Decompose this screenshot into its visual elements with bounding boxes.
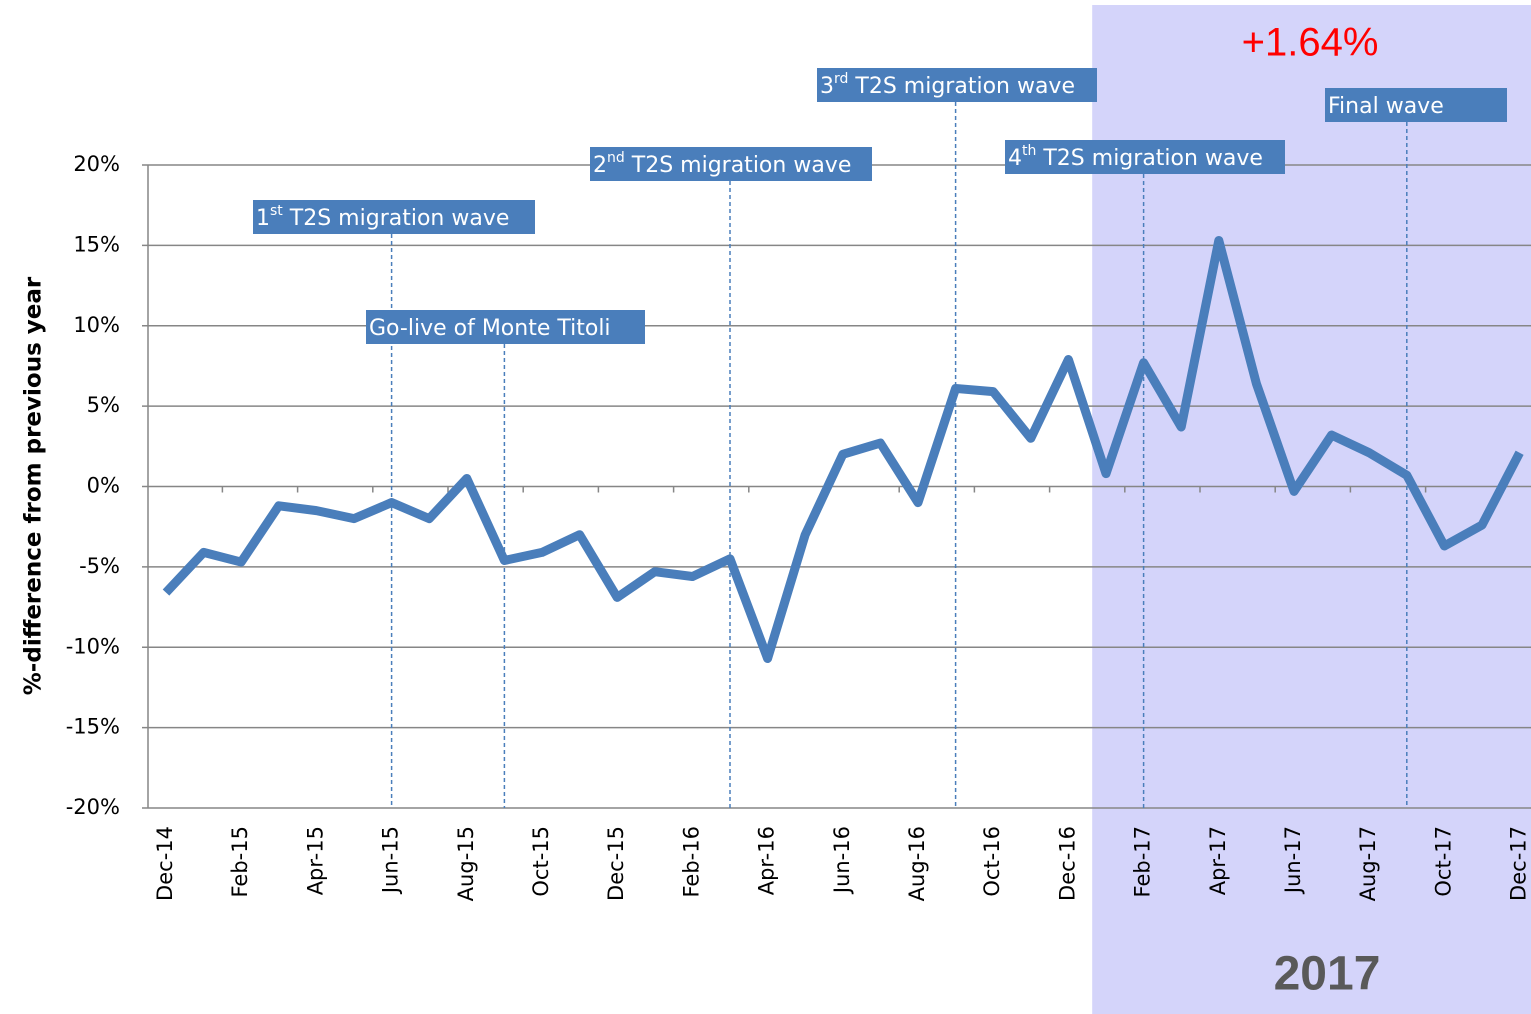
y-axis-label: %-difference from previous year bbox=[21, 276, 47, 695]
y-tick-label: 10% bbox=[73, 313, 120, 337]
x-tick-label: Feb-17 bbox=[1131, 826, 1155, 897]
event-text: T2S migration wave bbox=[625, 153, 852, 178]
event-text: T2S migration wave bbox=[848, 74, 1075, 99]
y-tick-label: -20% bbox=[66, 795, 120, 819]
x-tick-label: Apr-15 bbox=[303, 826, 327, 895]
y-tick-label: 0% bbox=[87, 474, 120, 498]
y-tick-label: -10% bbox=[66, 634, 120, 658]
x-tick-label: Dec-14 bbox=[153, 826, 177, 901]
event-box bbox=[817, 68, 1097, 102]
x-tick-label: Dec-16 bbox=[1055, 826, 1079, 901]
x-tick-label: Apr-17 bbox=[1206, 826, 1230, 895]
y-tick-label: -5% bbox=[79, 554, 120, 578]
x-tick-label: Jun-15 bbox=[379, 826, 403, 895]
event-suffix: rd bbox=[834, 71, 848, 87]
x-tick-label: Jun-16 bbox=[830, 826, 854, 895]
x-tick-label: Feb-16 bbox=[679, 826, 703, 897]
event-text: T2S migration wave bbox=[283, 206, 510, 231]
event-ordinal: 1 bbox=[256, 206, 270, 231]
x-tick-label: Aug-17 bbox=[1356, 826, 1380, 901]
x-tick-label: Aug-16 bbox=[905, 826, 929, 901]
event-label: Final wave bbox=[1328, 94, 1444, 119]
event-box bbox=[366, 310, 645, 344]
event-label: Go-live of Monte Titoli bbox=[369, 316, 611, 341]
highlight-change: +1.64% bbox=[1242, 21, 1379, 65]
x-tick-label: Oct-15 bbox=[529, 826, 553, 897]
x-tick-label: Dec-17 bbox=[1507, 826, 1531, 901]
x-tick-label: Oct-17 bbox=[1431, 826, 1455, 897]
event-ordinal: 2 bbox=[593, 153, 607, 178]
x-tick-label: Aug-15 bbox=[454, 826, 478, 901]
event-suffix: st bbox=[270, 203, 283, 219]
x-tick-label: Jun-17 bbox=[1281, 826, 1305, 895]
event-box bbox=[1005, 140, 1285, 174]
x-tick-label: Apr-16 bbox=[755, 826, 779, 895]
highlight-label: 2017 bbox=[1274, 948, 1381, 1001]
event-ordinal: 4 bbox=[1008, 146, 1022, 171]
y-tick-label: 20% bbox=[73, 152, 120, 176]
event-box bbox=[1325, 88, 1507, 122]
event-ordinal: 3 bbox=[820, 74, 834, 99]
x-tick-label: Feb-15 bbox=[228, 826, 252, 897]
event-label: 2nd T2S migration wave bbox=[593, 150, 851, 178]
event-text: Final wave bbox=[1328, 94, 1444, 119]
x-tick-label: Oct-16 bbox=[980, 826, 1004, 897]
y-tick-label: 15% bbox=[73, 232, 120, 256]
event-text: T2S migration wave bbox=[1036, 146, 1263, 171]
event-suffix: nd bbox=[607, 150, 625, 166]
data-line bbox=[162, 236, 1524, 664]
event-text: Go-live of Monte Titoli bbox=[369, 316, 611, 341]
event-suffix: th bbox=[1022, 143, 1036, 159]
y-tick-label: -15% bbox=[66, 715, 120, 739]
event-label: 1st T2S migration wave bbox=[256, 203, 509, 231]
event-label: 4th T2S migration wave bbox=[1008, 143, 1263, 171]
y-tick-label: 5% bbox=[87, 393, 120, 417]
event-box bbox=[590, 147, 872, 181]
x-tick-label: Dec-15 bbox=[604, 826, 628, 901]
event-label: 3rd T2S migration wave bbox=[820, 71, 1075, 99]
event-box bbox=[253, 200, 535, 234]
